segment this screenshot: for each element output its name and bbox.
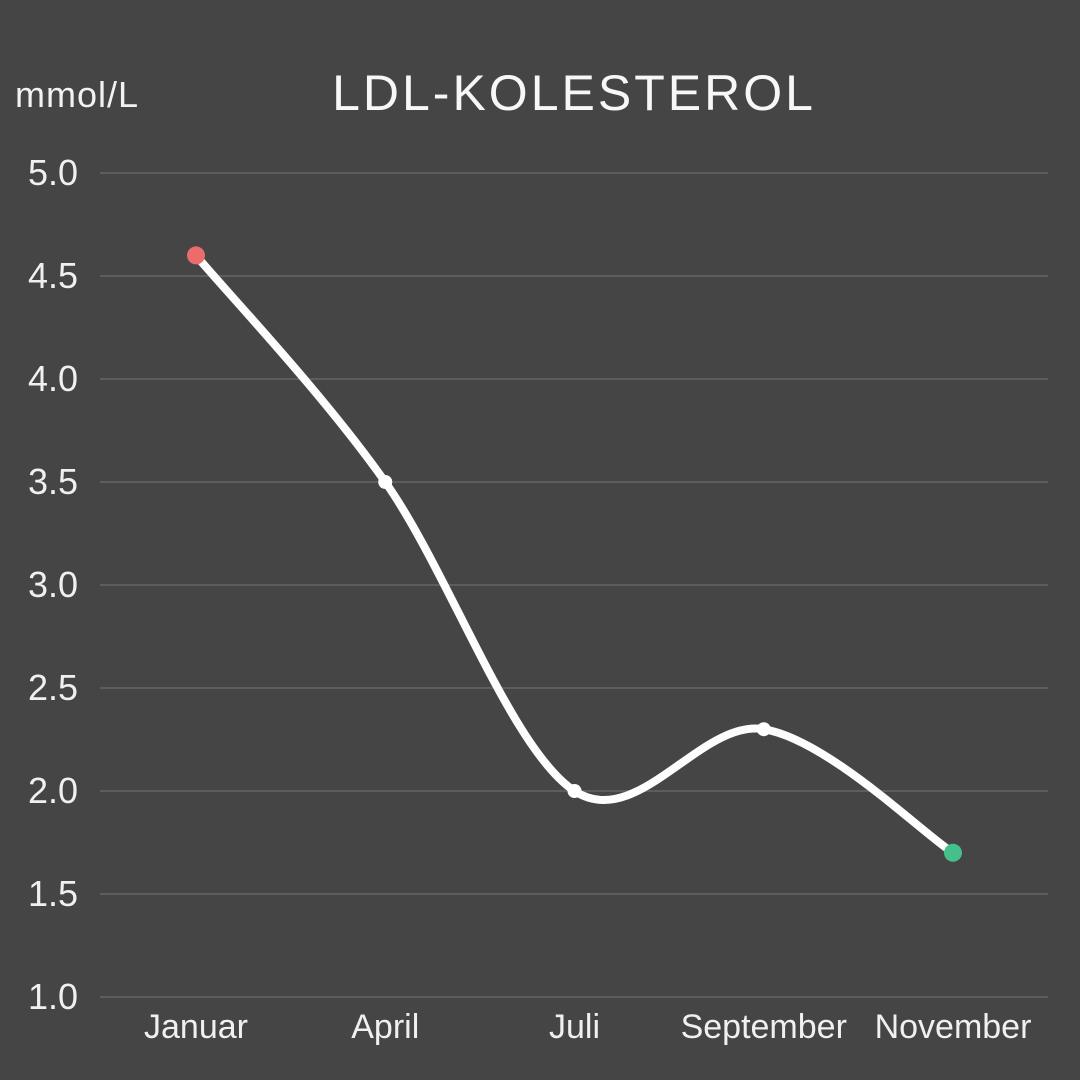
- y-tick-label: 1.0: [27, 976, 78, 1017]
- data-point-juli: [567, 784, 582, 798]
- y-tick-label: 4.5: [27, 255, 78, 296]
- data-point-september: [756, 722, 771, 737]
- data-points: [187, 246, 962, 862]
- gridlines: [100, 172, 1048, 998]
- trend-line: [192, 251, 957, 857]
- y-axis-unit-label: mmol/L: [15, 74, 140, 115]
- y-tick-label: 3.0: [27, 564, 78, 605]
- y-tick-label: 2.5: [27, 667, 78, 708]
- chart-title: LDL-KOLESTEROL: [332, 65, 816, 121]
- y-tick-label: 3.5: [27, 461, 78, 502]
- x-axis-label: April: [351, 1008, 420, 1046]
- y-tick-label: 1.5: [27, 873, 78, 914]
- x-axis-label: Januar: [144, 1008, 248, 1046]
- y-tick-label: 4.0: [27, 358, 78, 399]
- y-tick-label: 2.0: [27, 770, 78, 811]
- data-point-november: [944, 843, 962, 862]
- x-axis-label: November: [874, 1008, 1032, 1046]
- data-point-januar: [187, 246, 205, 265]
- y-tick-label: 5.0: [27, 152, 78, 193]
- data-point-april: [378, 475, 393, 489]
- x-axis-label: September: [680, 1008, 847, 1046]
- x-axis-label: Juli: [548, 1008, 601, 1046]
